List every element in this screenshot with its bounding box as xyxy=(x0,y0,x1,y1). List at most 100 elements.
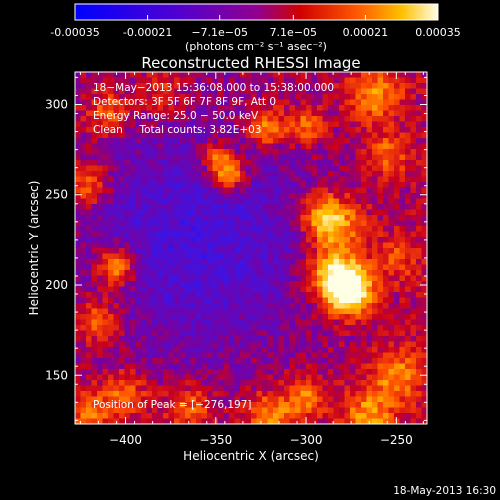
heatmap-cell xyxy=(322,77,329,84)
heatmap-cell xyxy=(262,237,268,243)
heatmap-cell xyxy=(168,407,175,414)
heatmap-cell xyxy=(119,231,125,238)
heatmap-cell xyxy=(196,220,202,227)
heatmap-cell xyxy=(229,198,235,205)
heatmap-cell xyxy=(146,121,153,128)
heatmap-cell xyxy=(355,308,362,315)
heatmap-cell xyxy=(102,391,109,397)
heatmap-cell xyxy=(201,121,208,128)
heatmap-cell xyxy=(273,374,279,381)
heatmap-cell xyxy=(306,237,312,243)
heatmap-cell xyxy=(317,264,323,271)
heatmap-cell xyxy=(251,127,257,133)
heatmap-cell xyxy=(113,88,120,95)
heatmap-cell xyxy=(267,292,274,298)
heatmap-cell xyxy=(229,149,235,155)
heatmap-cell xyxy=(306,209,312,216)
heatmap-cell xyxy=(361,325,367,331)
heatmap-cell xyxy=(339,363,345,370)
heatmap-cell xyxy=(146,198,153,205)
heatmap-cell xyxy=(234,413,241,419)
heatmap-cell xyxy=(344,182,351,188)
heatmap-cell xyxy=(262,94,268,100)
heatmap-cell xyxy=(152,330,158,337)
heatmap-cell xyxy=(416,292,422,298)
heatmap-cell xyxy=(284,418,290,424)
heatmap-cell xyxy=(410,110,417,117)
heatmap-cell xyxy=(251,391,257,397)
heatmap-cell xyxy=(339,264,345,271)
heatmap-cell xyxy=(372,413,378,419)
heatmap-cell xyxy=(262,374,268,381)
heatmap-cell xyxy=(174,99,180,106)
heatmap-cell xyxy=(135,160,142,166)
heatmap-cell xyxy=(75,396,81,403)
heatmap-cell xyxy=(141,215,147,221)
heatmap-cell xyxy=(141,72,147,78)
heatmap-cell xyxy=(262,198,268,205)
heatmap-cell xyxy=(152,209,158,216)
heatmap-cell xyxy=(306,391,312,397)
heatmap-cell xyxy=(267,72,274,78)
heatmap-cell xyxy=(377,341,384,348)
heatmap-cell xyxy=(256,154,263,161)
heatmap-cell xyxy=(146,308,153,315)
heatmap-cell xyxy=(355,336,362,342)
heatmap-cell xyxy=(339,187,345,194)
heatmap-cell xyxy=(289,303,296,309)
heatmap-cell xyxy=(245,248,252,254)
heatmap-cell xyxy=(267,308,274,315)
heatmap-cell xyxy=(223,220,230,227)
heatmap-cell xyxy=(311,121,318,128)
heatmap-cell xyxy=(75,204,81,210)
heatmap-cell xyxy=(130,198,136,205)
heatmap-cell xyxy=(267,319,274,326)
heatmap-cell xyxy=(108,226,114,232)
heatmap-cell xyxy=(361,396,367,403)
heatmap-cell xyxy=(388,94,395,100)
heatmap-cell xyxy=(130,330,136,337)
heatmap-cell xyxy=(262,248,268,254)
heatmap-cell xyxy=(201,253,208,260)
heatmap-cell xyxy=(251,187,257,194)
heatmap-cell xyxy=(322,308,329,315)
heatmap-cell xyxy=(405,171,411,177)
heatmap-cell xyxy=(388,165,395,172)
heatmap-cell xyxy=(174,88,180,95)
heatmap-cell xyxy=(174,319,180,326)
heatmap-cell xyxy=(377,132,384,139)
heatmap-cell xyxy=(388,204,395,210)
heatmap-cell xyxy=(124,374,131,381)
heatmap-cell xyxy=(108,77,114,84)
heatmap-cell xyxy=(218,77,224,84)
heatmap-cell xyxy=(273,215,279,221)
heatmap-cell xyxy=(311,138,318,144)
heatmap-cell xyxy=(273,270,279,276)
heatmap-cell xyxy=(399,319,406,326)
heatmap-cell xyxy=(80,297,87,304)
heatmap-cell xyxy=(91,209,98,216)
heatmap-cell xyxy=(289,165,296,172)
heatmap-cell xyxy=(295,413,301,419)
heatmap-cell xyxy=(306,319,312,326)
heatmap-cell xyxy=(333,407,340,414)
heatmap-cell xyxy=(75,171,81,177)
heatmap-cell xyxy=(262,341,268,348)
heatmap-cell xyxy=(201,418,208,424)
heatmap-cell xyxy=(289,358,296,364)
heatmap-cell xyxy=(196,396,202,403)
heatmap-cell xyxy=(394,385,400,392)
heatmap-cell xyxy=(97,220,103,227)
heatmap-cell xyxy=(355,237,362,243)
heatmap-cell xyxy=(256,132,263,139)
heatmap-cell xyxy=(152,121,158,128)
heatmap-cell xyxy=(267,77,274,84)
heatmap-cell xyxy=(185,94,191,100)
heatmap-cell xyxy=(394,149,400,155)
heatmap-cell xyxy=(355,385,362,392)
heatmap-cell xyxy=(212,77,219,84)
heatmap-cell xyxy=(102,253,109,260)
heatmap-cell xyxy=(245,94,252,100)
heatmap-cell xyxy=(355,83,362,89)
heatmap-cell xyxy=(245,83,252,89)
